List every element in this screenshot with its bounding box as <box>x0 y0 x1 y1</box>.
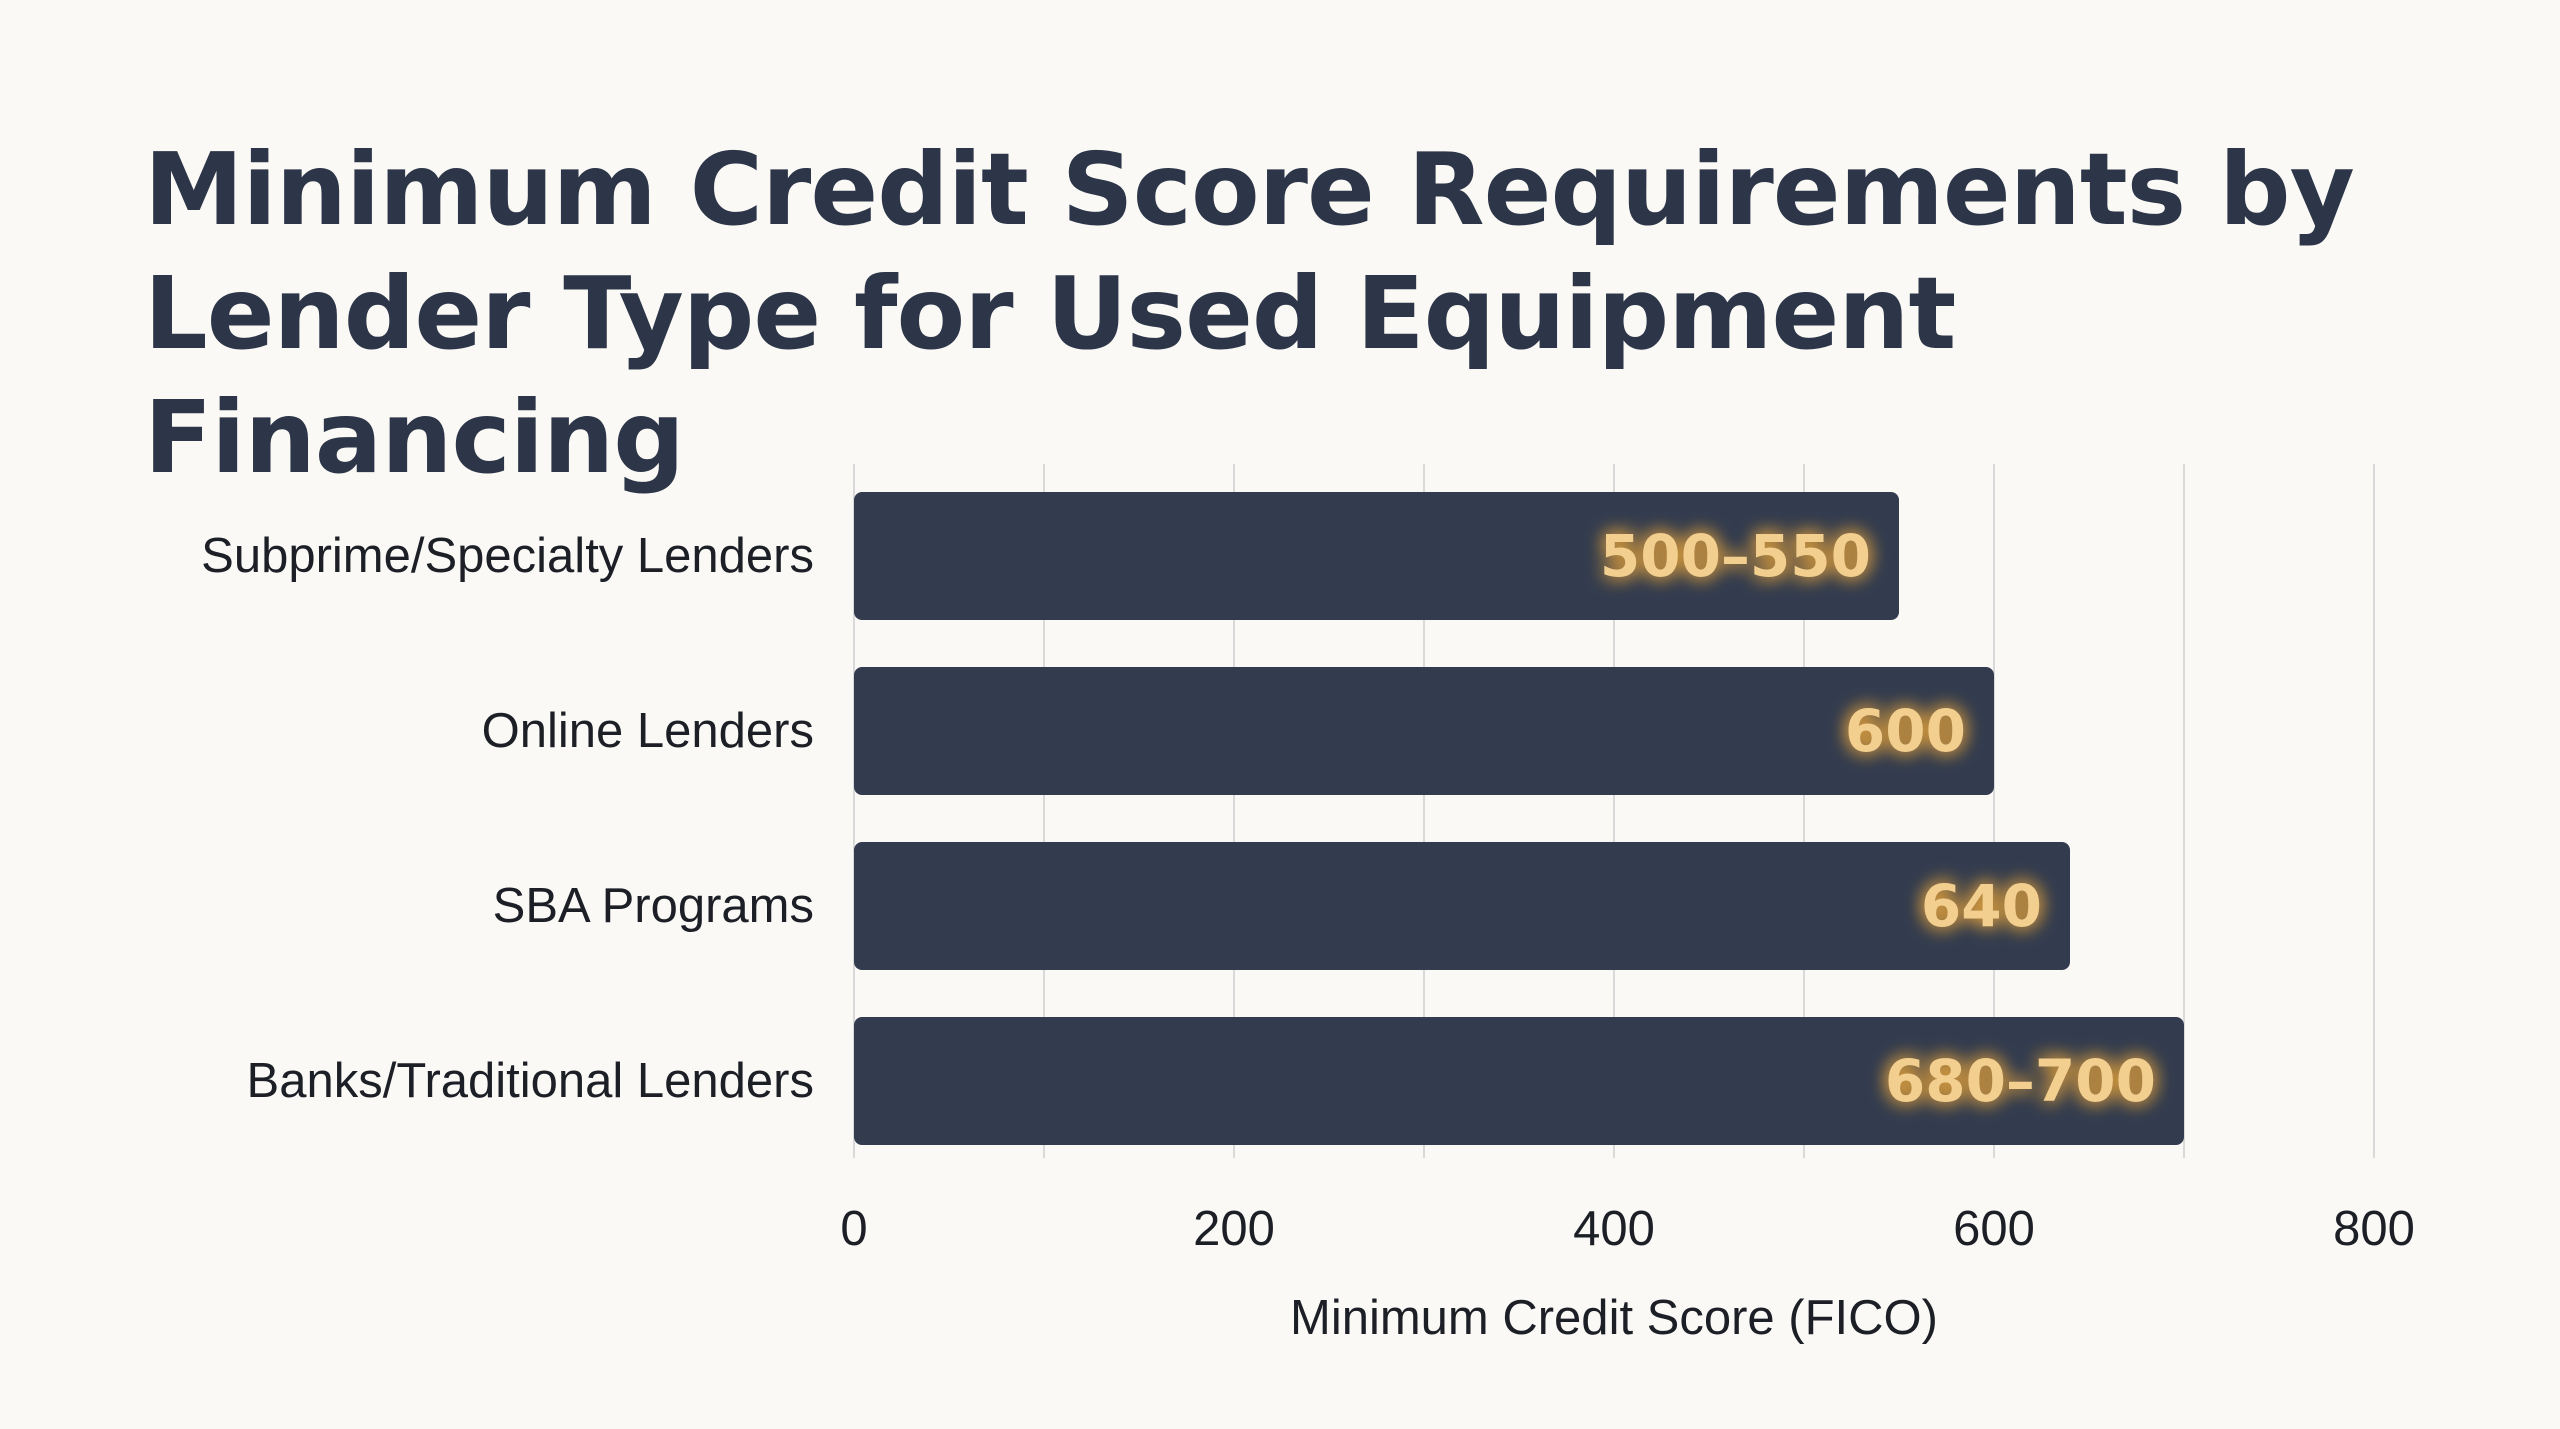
x-tick-label: 400 <box>1573 1202 1655 1256</box>
x-tick-label: 800 <box>2333 1202 2415 1256</box>
bar-value-label: 680–700 <box>1885 1047 2156 1115</box>
bar-value-label: 500–550 <box>1600 522 1871 590</box>
x-tick-label: 200 <box>1193 1202 1275 1256</box>
category-labels: Subprime/Specialty Lenders Online Lenders… <box>201 529 814 1108</box>
bar <box>854 492 1899 620</box>
category-label: Banks/Traditional Lenders <box>247 1054 814 1108</box>
x-tick-labels: 0 200 400 600 800 <box>840 1202 2415 1256</box>
category-label: Online Lenders <box>482 704 814 758</box>
bar <box>854 667 1994 795</box>
chart-title: Minimum Credit Score Requirements by Len… <box>144 131 2355 496</box>
x-tick-label: 0 <box>840 1202 867 1256</box>
bar <box>854 842 2070 970</box>
x-axis-title: Minimum Credit Score (FICO) <box>1290 1291 1938 1345</box>
x-tick-label: 600 <box>1953 1202 2035 1256</box>
bar-value-label: 640 <box>1921 872 2042 940</box>
bar <box>854 1017 2184 1145</box>
bars: 500–550 600 640 680–700 <box>854 492 2184 1145</box>
category-label: SBA Programs <box>493 879 814 933</box>
category-label: Subprime/Specialty Lenders <box>201 529 814 583</box>
bar-value-label: 600 <box>1845 697 1966 765</box>
